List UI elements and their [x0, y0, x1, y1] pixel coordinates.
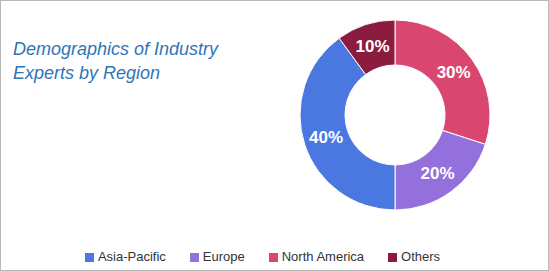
- svg-text:30%: 30%: [437, 63, 471, 82]
- svg-text:40%: 40%: [309, 128, 343, 147]
- html-text:Demographics of Industry Exper: Demographics of Industry Experts by Regi…: [13, 39, 219, 83]
- html-text:Others: Others: [401, 249, 441, 264]
- svg-text:20%: 20%: [421, 164, 455, 183]
- html-text:Asia-Pacific: Asia-Pacific: [97, 249, 166, 264]
- svg-text:10%: 10%: [356, 37, 390, 56]
- html-text:Europe: Europe: [202, 249, 245, 264]
- html-text:North America: North America: [281, 249, 365, 264]
